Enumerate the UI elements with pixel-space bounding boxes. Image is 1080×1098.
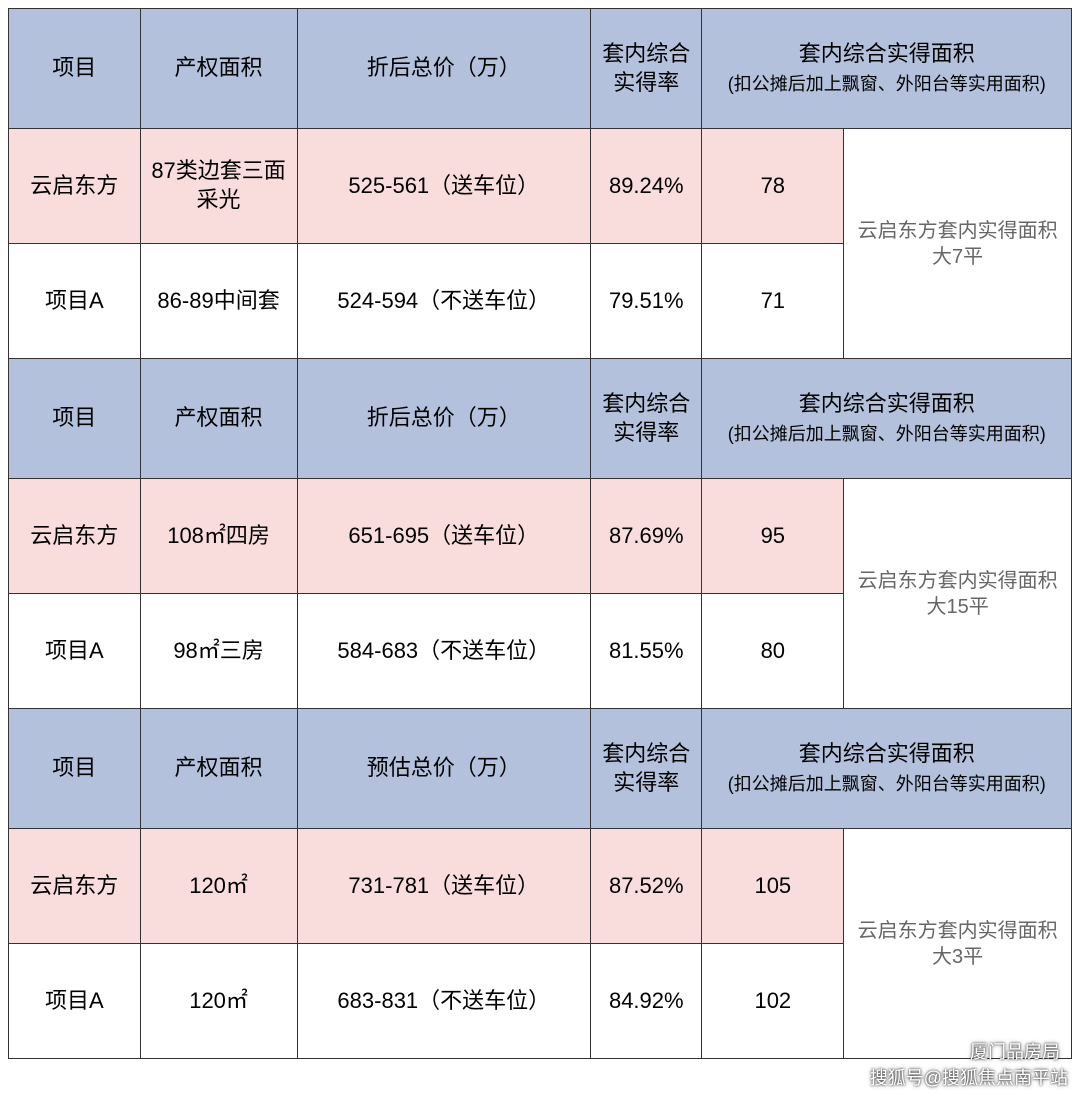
cell-actual: 95 <box>702 479 844 594</box>
cell-price: 524-594（不送车位） <box>297 244 591 359</box>
cell-area: 86-89中间套 <box>140 244 297 359</box>
cell-area: 108㎡四房 <box>140 479 297 594</box>
comparison-table: 项目产权面积折后总价（万）套内综合实得率套内综合实得面积(扣公摊后加上飘窗、外阳… <box>8 8 1072 1059</box>
col-header-actual: 套内综合实得面积(扣公摊后加上飘窗、外阳台等实用面积) <box>702 9 1072 129</box>
cell-rate: 87.69% <box>591 479 702 594</box>
cell-rate: 84.92% <box>591 944 702 1059</box>
col-header-project: 项目 <box>9 9 141 129</box>
col-header-project: 项目 <box>9 709 141 829</box>
cell-actual: 71 <box>702 244 844 359</box>
col-header-area: 产权面积 <box>140 9 297 129</box>
cell-project: 云启东方 <box>9 479 141 594</box>
col-header-area: 产权面积 <box>140 359 297 479</box>
col-header-project: 项目 <box>9 359 141 479</box>
cell-area: 87类边套三面采光 <box>140 129 297 244</box>
col-header-rate: 套内综合实得率 <box>591 709 702 829</box>
col-header-price: 折后总价（万） <box>297 359 591 479</box>
cell-actual: 80 <box>702 594 844 709</box>
cell-rate: 79.51% <box>591 244 702 359</box>
col-header-rate: 套内综合实得率 <box>591 359 702 479</box>
col-header-rate: 套内综合实得率 <box>591 9 702 129</box>
col-header-price: 预估总价（万） <box>297 709 591 829</box>
watermark-author: 搜狐号@搜狐焦点南平站 <box>870 1064 1068 1090</box>
col-header-area: 产权面积 <box>140 709 297 829</box>
cell-rate: 89.24% <box>591 129 702 244</box>
cell-project: 项目A <box>9 944 141 1059</box>
cell-project: 项目A <box>9 244 141 359</box>
col-header-actual: 套内综合实得面积(扣公摊后加上飘窗、外阳台等实用面积) <box>702 359 1072 479</box>
section-note: 云启东方套内实得面积大15平 <box>844 479 1072 709</box>
cell-area: 98㎡三房 <box>140 594 297 709</box>
cell-project: 云启东方 <box>9 129 141 244</box>
col-header-price: 折后总价（万） <box>297 9 591 129</box>
cell-rate: 87.52% <box>591 829 702 944</box>
cell-price: 651-695（送车位） <box>297 479 591 594</box>
cell-actual: 102 <box>702 944 844 1059</box>
cell-price: 683-831（不送车位） <box>297 944 591 1059</box>
cell-price: 584-683（不送车位） <box>297 594 591 709</box>
cell-area: 120㎡ <box>140 944 297 1059</box>
cell-price: 525-561（送车位） <box>297 129 591 244</box>
cell-project: 云启东方 <box>9 829 141 944</box>
cell-area: 120㎡ <box>140 829 297 944</box>
col-header-actual: 套内综合实得面积(扣公摊后加上飘窗、外阳台等实用面积) <box>702 709 1072 829</box>
cell-rate: 81.55% <box>591 594 702 709</box>
section-note: 云启东方套内实得面积大3平 <box>844 829 1072 1059</box>
cell-price: 731-781（送车位） <box>297 829 591 944</box>
cell-project: 项目A <box>9 594 141 709</box>
section-note: 云启东方套内实得面积大7平 <box>844 129 1072 359</box>
cell-actual: 105 <box>702 829 844 944</box>
cell-actual: 78 <box>702 129 844 244</box>
